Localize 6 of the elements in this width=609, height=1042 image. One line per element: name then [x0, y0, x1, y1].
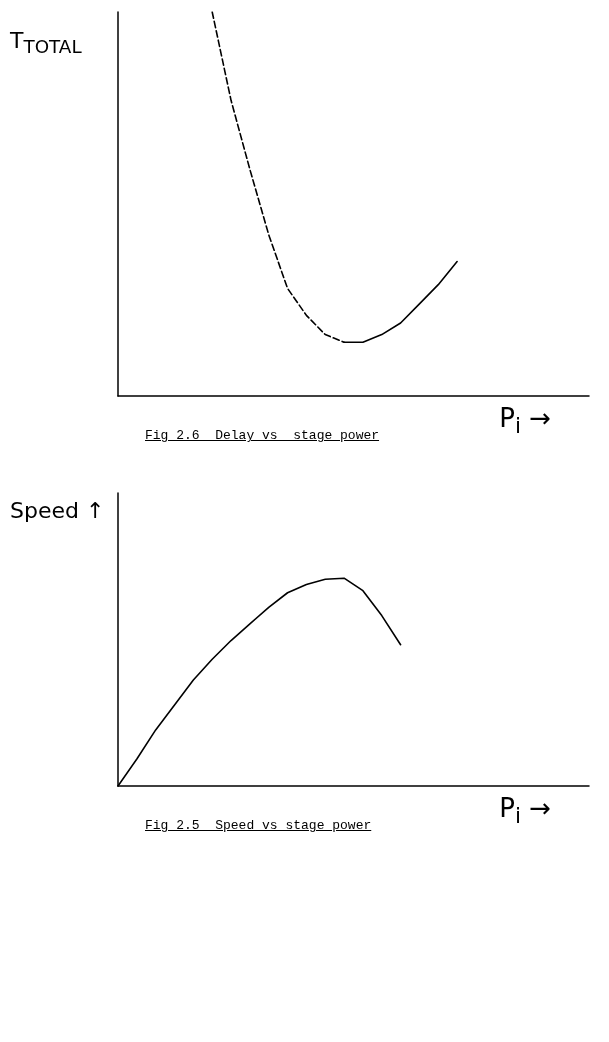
y-axis-title: T$_{TOTAL}$ [10, 28, 82, 58]
y-axis-title: Speed ↑ [10, 498, 105, 523]
x-axis-title: P$_{i}$ → [499, 403, 551, 439]
x-axis-title: P$_{i}$ → [499, 793, 551, 829]
caption: Fig 2.5 Speed vs stage power [145, 818, 372, 833]
caption: Fig 2.6 Delay vs stage power [145, 428, 380, 443]
